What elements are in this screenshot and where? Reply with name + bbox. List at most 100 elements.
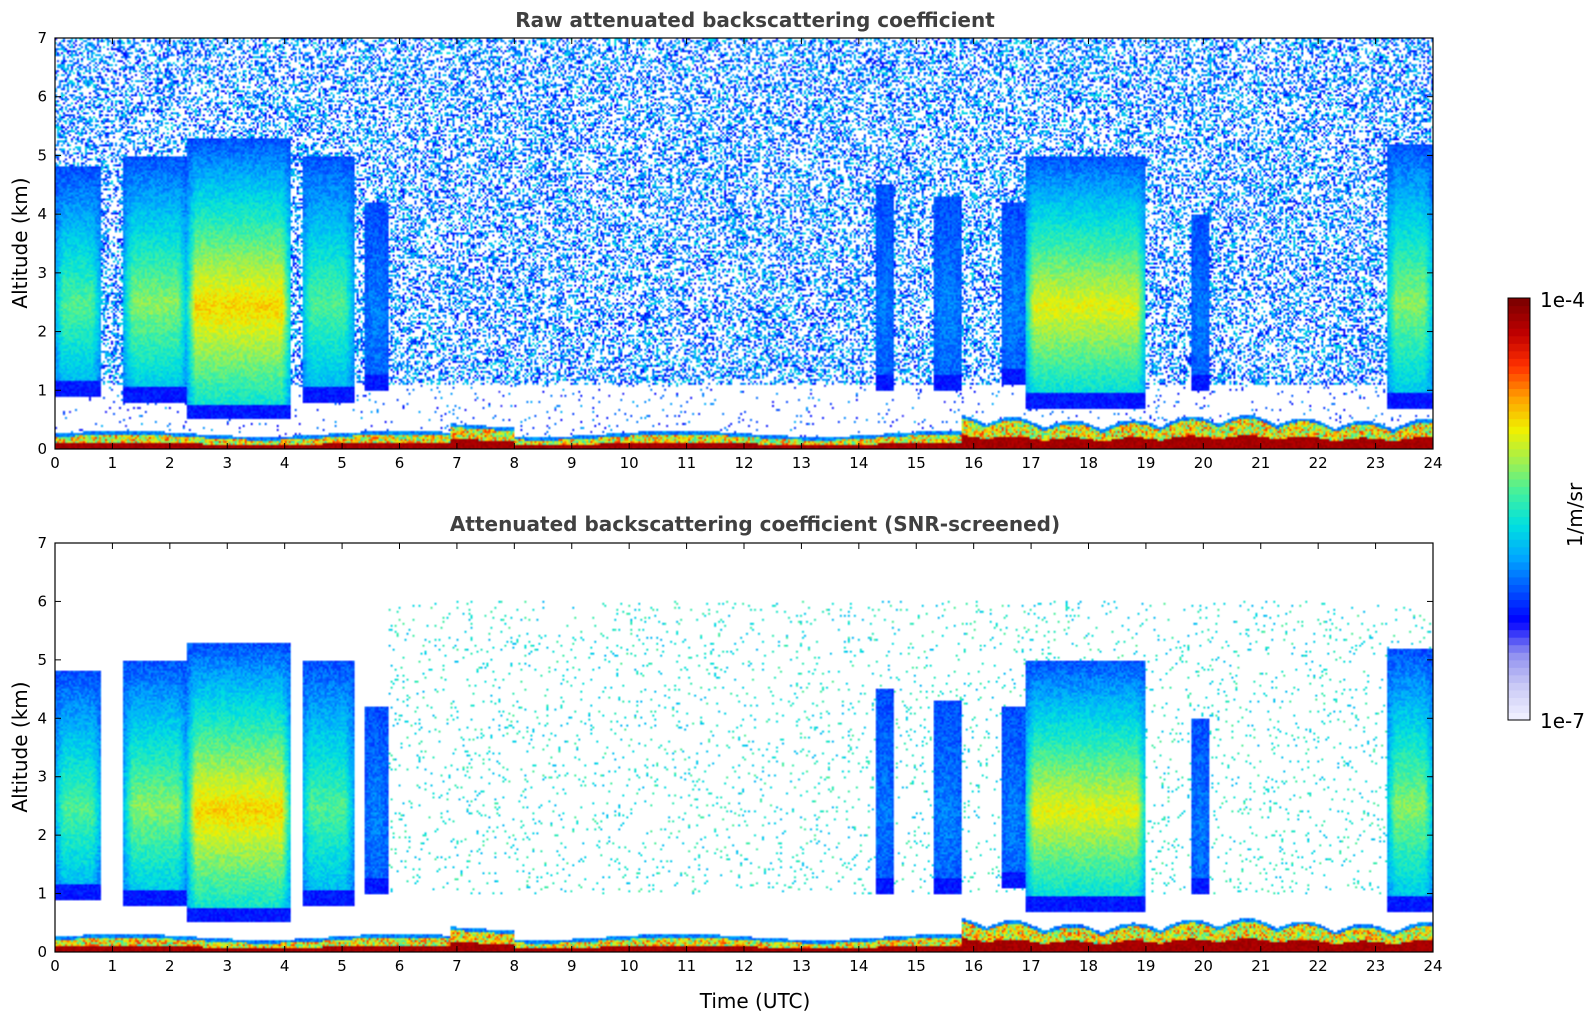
colorbar-swatch bbox=[1508, 637, 1530, 646]
top-plot-area: 0 1 2 3 4 5 6 7 8 9 10 11 12 13 14 15 16 17 18 19 20 21 22 23 24… bbox=[37, 29, 1442, 472]
colorbar-swatch bbox=[1508, 531, 1530, 540]
colorbar-swatch bbox=[1508, 456, 1530, 465]
x-tick-label: 1 bbox=[108, 957, 118, 975]
y-tick-label: 4 bbox=[37, 709, 47, 727]
colorbar-swatch bbox=[1508, 313, 1530, 322]
x-tick-label: 18 bbox=[1079, 957, 1098, 975]
x-tick-label: 11 bbox=[677, 454, 696, 472]
x-tick-label: 13 bbox=[792, 454, 811, 472]
heatmap-image-bottom bbox=[55, 543, 1433, 952]
top-panel-title: Raw attenuated backscattering coefficien… bbox=[515, 8, 995, 32]
colorbar-swatch bbox=[1508, 516, 1530, 525]
colorbar-swatch bbox=[1508, 380, 1530, 390]
colorbar-swatch bbox=[1508, 712, 1530, 721]
x-tick-label: 24 bbox=[1423, 957, 1442, 975]
x-tick-label: 24 bbox=[1423, 454, 1442, 472]
colorbar-swatch bbox=[1508, 569, 1530, 578]
x-tick-label: 6 bbox=[395, 454, 405, 472]
colorbar-swatch bbox=[1508, 298, 1530, 307]
colorbar-frame bbox=[1507, 297, 1531, 721]
x-tick-label: 23 bbox=[1366, 957, 1385, 975]
x-tick-label: 17 bbox=[1022, 957, 1041, 975]
y-tick-label: 0 bbox=[37, 943, 47, 961]
colorbar-swatch bbox=[1508, 328, 1530, 337]
colorbar-swatch bbox=[1508, 689, 1530, 698]
x-tick-label: 7 bbox=[452, 454, 462, 472]
colorbar-swatch bbox=[1508, 591, 1530, 601]
colorbar-swatch bbox=[1508, 652, 1530, 661]
colorbar-swatch bbox=[1508, 493, 1530, 503]
colorbar-unit-label: 1/m/sr bbox=[1563, 482, 1587, 547]
y-tick-label: 6 bbox=[37, 88, 47, 106]
x-tick-label: 12 bbox=[734, 957, 753, 975]
colorbar-swatch bbox=[1508, 411, 1530, 420]
x-tick-label: 21 bbox=[1251, 957, 1270, 975]
y-tick-label: 1 bbox=[37, 381, 47, 399]
bottom-y-axis-label: Altitude (km) bbox=[8, 681, 32, 812]
x-tick-label: 14 bbox=[849, 957, 868, 975]
x-tick-label: 0 bbox=[50, 957, 60, 975]
colorbar-swatch bbox=[1508, 365, 1530, 374]
y-tick-label: 0 bbox=[37, 440, 47, 458]
colorbar-swatch bbox=[1508, 448, 1530, 457]
x-tick-label: 11 bbox=[677, 957, 696, 975]
x-tick-label: 16 bbox=[964, 957, 983, 975]
colorbar-swatch bbox=[1508, 426, 1530, 435]
colorbar-swatch bbox=[1508, 350, 1530, 359]
colorbar-swatch bbox=[1508, 554, 1530, 563]
y-tick-label: 5 bbox=[37, 651, 47, 669]
x-tick-label: 9 bbox=[567, 957, 577, 975]
colorbar-swatch bbox=[1508, 614, 1530, 623]
heatmap-image-top bbox=[55, 38, 1433, 449]
x-tick-label: 6 bbox=[395, 957, 405, 975]
x-tick-label: 16 bbox=[964, 454, 983, 472]
x-tick-label: 14 bbox=[849, 454, 868, 472]
colorbar-swatch bbox=[1508, 305, 1530, 314]
x-tick-label: 18 bbox=[1079, 454, 1098, 472]
y-tick-label: 2 bbox=[37, 826, 47, 844]
colorbar-swatch bbox=[1508, 546, 1530, 555]
x-axis-label: Time (UTC) bbox=[699, 989, 811, 1013]
x-tick-label: 7 bbox=[452, 957, 462, 975]
colorbar-swatch bbox=[1508, 358, 1530, 367]
colorbar-swatch bbox=[1508, 539, 1530, 548]
colorbar-swatch bbox=[1508, 433, 1530, 442]
x-tick-label: 2 bbox=[165, 957, 175, 975]
x-tick-label: 22 bbox=[1309, 454, 1328, 472]
x-tick-label: 15 bbox=[907, 454, 926, 472]
x-tick-label: 2 bbox=[165, 454, 175, 472]
x-tick-label: 3 bbox=[222, 957, 232, 975]
colorbar-swatch bbox=[1508, 697, 1530, 706]
x-tick-label: 4 bbox=[280, 957, 290, 975]
colorbar-swatch bbox=[1508, 622, 1530, 631]
x-tick-label: 21 bbox=[1251, 454, 1270, 472]
colorbar-swatch bbox=[1508, 561, 1530, 570]
colorbar-swatch bbox=[1508, 418, 1530, 427]
x-tick-label: 3 bbox=[222, 454, 232, 472]
colorbar-swatch bbox=[1508, 441, 1530, 450]
colorbar-gradient bbox=[1507, 297, 1531, 721]
colorbar-swatch bbox=[1508, 682, 1530, 691]
colorbar-swatch bbox=[1508, 486, 1530, 495]
colorbar-swatch bbox=[1508, 667, 1530, 676]
colorbar-max-label: 1e-4 bbox=[1540, 288, 1585, 312]
x-tick-label: 22 bbox=[1309, 957, 1328, 975]
colorbar-swatch bbox=[1508, 373, 1530, 382]
colorbar-min-label: 1e-7 bbox=[1540, 709, 1585, 733]
y-tick-label: 6 bbox=[37, 592, 47, 610]
bottom-plot-area: 0 1 2 3 4 5 6 7 8 9 10 11 12 13 14 15 16 17 18 19 20 21 22 23 24… bbox=[37, 534, 1442, 975]
x-tick-label: 19 bbox=[1136, 454, 1155, 472]
colorbar-swatch bbox=[1508, 388, 1530, 397]
colorbar-swatch bbox=[1508, 395, 1530, 405]
y-tick-label: 7 bbox=[37, 534, 47, 552]
colorbar-swatch bbox=[1508, 335, 1530, 344]
x-tick-label: 9 bbox=[567, 454, 577, 472]
x-tick-label: 17 bbox=[1022, 454, 1041, 472]
colorbar-swatch bbox=[1508, 320, 1530, 329]
x-tick-label: 19 bbox=[1136, 957, 1155, 975]
x-tick-label: 5 bbox=[337, 957, 347, 975]
colorbar-swatch bbox=[1508, 576, 1530, 585]
colorbar-swatch bbox=[1508, 704, 1530, 714]
x-tick-label: 4 bbox=[280, 454, 290, 472]
top-panel: Raw attenuated backscattering coefficien… bbox=[8, 8, 1443, 472]
